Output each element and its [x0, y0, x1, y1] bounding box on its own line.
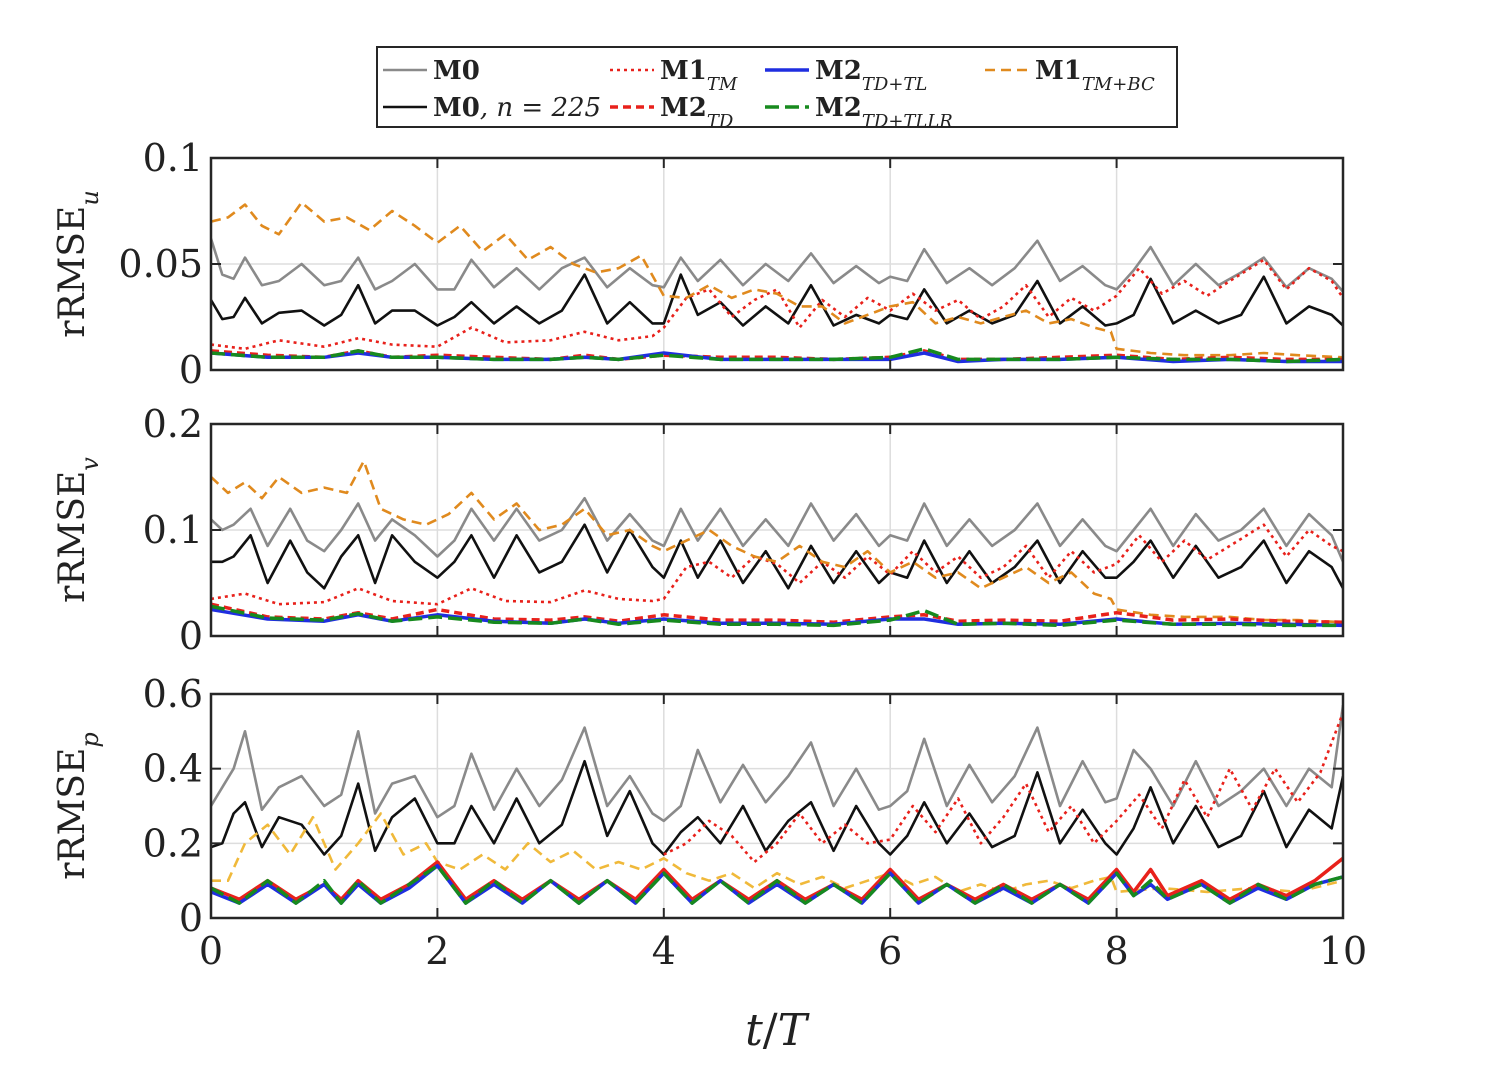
y-axis-label-main: rRMSE [52, 471, 93, 603]
series-line-m1-tm-bc [211, 459, 1343, 624]
series-line-m0 [211, 705, 1343, 823]
x-tick-label: 2 [425, 929, 449, 973]
y-tick-label: 0.1 [143, 508, 203, 552]
series-line-m1-tm [211, 258, 1343, 351]
legend-label: M0 [433, 56, 480, 86]
x-tick-label: 4 [652, 929, 676, 973]
legend-label-main: M0 [433, 56, 480, 86]
x-tick-label: 10 [1319, 929, 1367, 973]
axes-frame [209, 692, 1345, 920]
series-group [211, 705, 1343, 905]
panel-3: 0 0.2 0.4 0.6 0 2 4 6 8 10 rRMSEp [52, 672, 1367, 973]
legend-entry-7: M2TD+TLLR [765, 93, 953, 132]
y-tick-label: 0 [179, 614, 203, 658]
y-axis-label-sub: p [76, 732, 104, 747]
legend-label-sub: TM [707, 74, 738, 95]
y-axis-label-main: rRMSE [52, 748, 93, 880]
legend-label-main: M1 [660, 56, 707, 86]
x-axis-label: t/T [745, 1005, 811, 1056]
legend-label: M1TM [660, 56, 738, 95]
series-line-m0-n-225 [211, 523, 1343, 590]
series-line-m2-td-tllr [211, 604, 1343, 628]
y-tick-label: 0.2 [143, 402, 203, 446]
legend-entry-2: M1TM [610, 56, 738, 95]
legend-entry-6: M2TD [610, 93, 734, 132]
legend-entry-3: M2TD+TL [765, 56, 927, 95]
legend-label-main: M2 [815, 93, 862, 123]
y-tick-label: 0.6 [143, 672, 203, 716]
y-tick-label: 0.1 [143, 136, 203, 180]
y-tick-label: 0 [179, 896, 203, 940]
x-tick-label: 0 [199, 929, 223, 973]
y-tick-label: 0.05 [118, 242, 203, 286]
series-group [211, 201, 1343, 364]
series-line-m1-tm-bc [211, 812, 1343, 894]
series-line-m0 [211, 238, 1343, 293]
legend-label: M2TD+TLLR [815, 93, 953, 132]
legend-entry-5: M0, n = 225 [383, 93, 601, 123]
y-axis-label: rRMSEu [52, 190, 104, 338]
y-axis-label: rRMSEv [52, 457, 104, 603]
y-tick-label: 0.4 [143, 747, 203, 791]
legend-label: M2TD+TL [815, 56, 927, 95]
legend-entry-4: M1TM+BC [985, 56, 1155, 95]
legend-label-main: M2 [815, 56, 862, 86]
legend-label: M2TD [660, 93, 734, 132]
legend-label-rest: , n = 225 [480, 93, 601, 123]
x-axis-label-T: T [778, 1005, 811, 1056]
x-axis-label-slash: / [763, 1005, 778, 1056]
legend-label-main: M0 [433, 93, 480, 123]
y-tick-label: 0.2 [143, 821, 203, 865]
series-line-m1-tm-bc [211, 201, 1343, 359]
series-line-m0 [211, 496, 1343, 563]
legend-label-main: M1 [1035, 56, 1082, 86]
x-tick-label: 6 [878, 929, 902, 973]
series-line-m0-n-225 [211, 759, 1343, 856]
y-tick-label: 0 [179, 348, 203, 392]
series-group [211, 459, 1343, 628]
series-line-m1-tm [663, 712, 1343, 864]
panel-2: 0 0.1 0.2 rRMSEv [52, 402, 1345, 658]
legend-box [376, 46, 1178, 128]
legend-label: M0, n = 225 [433, 93, 601, 123]
legend-label-sub: TD+TL [862, 74, 927, 95]
legend-label-sub: TM+BC [1082, 74, 1155, 95]
legend-entry-1: M0 [383, 56, 480, 86]
series-line-m0-n-225 [211, 273, 1343, 327]
legend-label: M1TM+BC [1035, 56, 1155, 95]
legend-label-sub: TD+TLLR [862, 111, 953, 132]
panel-1: 0 0.05 0.1 rRMSEu [52, 136, 1345, 392]
x-tick-label: 8 [1105, 929, 1129, 973]
series-line-m2-td-tllr [211, 863, 1343, 905]
series-line-m2-td-tl [211, 351, 1343, 364]
x-axis-label-t: t [745, 1005, 763, 1056]
y-axis-label-main: rRMSE [52, 206, 93, 338]
legend-label-sub: TD [707, 111, 734, 132]
y-axis-label-sub: v [76, 457, 104, 471]
y-axis-label-sub: u [76, 190, 104, 205]
legend-label-main: M2 [660, 93, 707, 123]
y-axis-label: rRMSEp [52, 732, 104, 880]
